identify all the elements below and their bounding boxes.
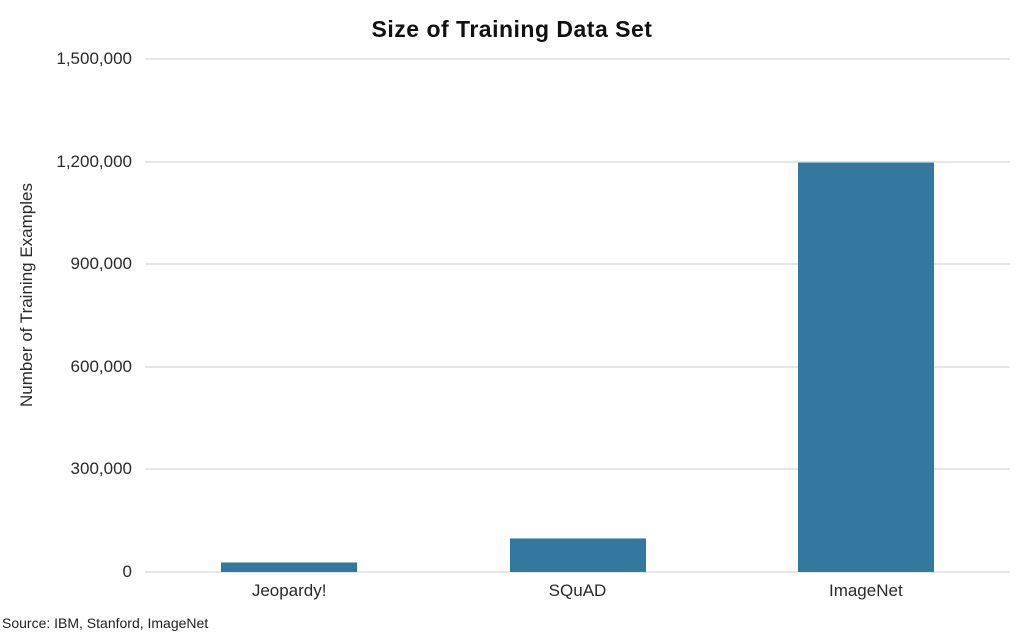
y-tick-label: 0 — [122, 562, 132, 581]
plot-area — [145, 58, 1010, 573]
gridline-900000 — [145, 263, 1010, 266]
gridline-0 — [145, 571, 1010, 573]
x-tick-label-squad: SQuAD — [548, 581, 607, 600]
gridline-1200000 — [145, 160, 1010, 163]
bar-jeopardy — [221, 561, 358, 572]
x-tick-label-jeopardy: Jeopardy! — [251, 581, 327, 600]
y-tick-label: 600,000 — [70, 356, 132, 376]
x-tick-label-imagenet: ImageNet — [828, 581, 903, 600]
gridline-1500000 — [145, 58, 1010, 60]
y-tick-label: 900,000 — [70, 254, 132, 274]
source-note: Source: IBM, Stanford, ImageNet — [2, 615, 209, 631]
y-tick-label: 1,200,000 — [56, 151, 132, 171]
y-tick-label: 1,500,000 — [56, 49, 132, 68]
bar-imagenet — [797, 161, 934, 572]
y-tick-label: 300,000 — [70, 459, 132, 479]
gridline-300000 — [145, 468, 1010, 471]
gridline-600000 — [145, 365, 1010, 368]
chart-title: Size of Training Data Set — [371, 16, 653, 42]
bar-squad — [509, 537, 646, 572]
